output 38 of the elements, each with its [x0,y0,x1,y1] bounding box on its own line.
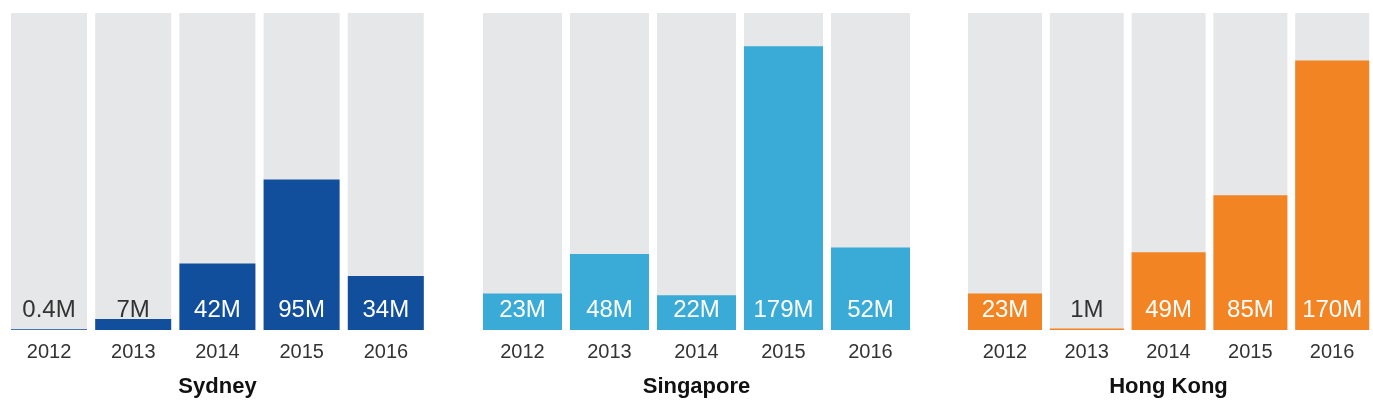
x-tick-label: 2014 [1146,340,1191,363]
x-tick-label: 2015 [1228,340,1273,363]
data-label: 23M [981,295,1029,322]
x-tick-label: 2016 [1309,340,1355,363]
data-label: 95M [278,295,325,322]
data-label: 48M [586,295,633,322]
data-label: 23M [499,295,546,322]
x-tick-label: 2015 [279,340,324,363]
data-label: 85M [1227,295,1274,322]
x-tick-label: 2014 [674,340,719,363]
x-tick-label: 2013 [587,340,632,363]
x-tick-label: 2013 [111,340,156,363]
x-tick-label: 2012 [982,340,1028,363]
data-label: 22M [673,295,720,322]
data-label: 179M [753,295,814,322]
x-tick-label: 2016 [848,340,893,363]
text: Singapore [641,373,752,399]
text: Sydney [177,373,258,399]
data-label: 0.4M [22,295,76,322]
x-tick-label: 2015 [761,340,806,363]
x-tick-label: 2012 [26,340,72,363]
data-label: 52M [847,295,894,322]
bar [347,276,424,330]
data-label: 49M [1145,295,1192,322]
x-tick-label: 2013 [1064,340,1109,363]
data-label: 34M [362,295,410,322]
data-label: 1M [1070,295,1104,322]
data-label: 42M [194,295,241,322]
bar [1131,252,1206,330]
bar [570,253,649,330]
x-tick-label: 2016 [363,340,409,363]
x-tick-label: 2014 [195,340,240,363]
data-label: 170M [1302,295,1363,322]
x-tick-label: 2012 [500,340,545,363]
data-label: 7M [116,295,150,322]
bar [179,263,256,330]
bar [95,318,172,330]
text: Hong Kong [1108,373,1229,399]
